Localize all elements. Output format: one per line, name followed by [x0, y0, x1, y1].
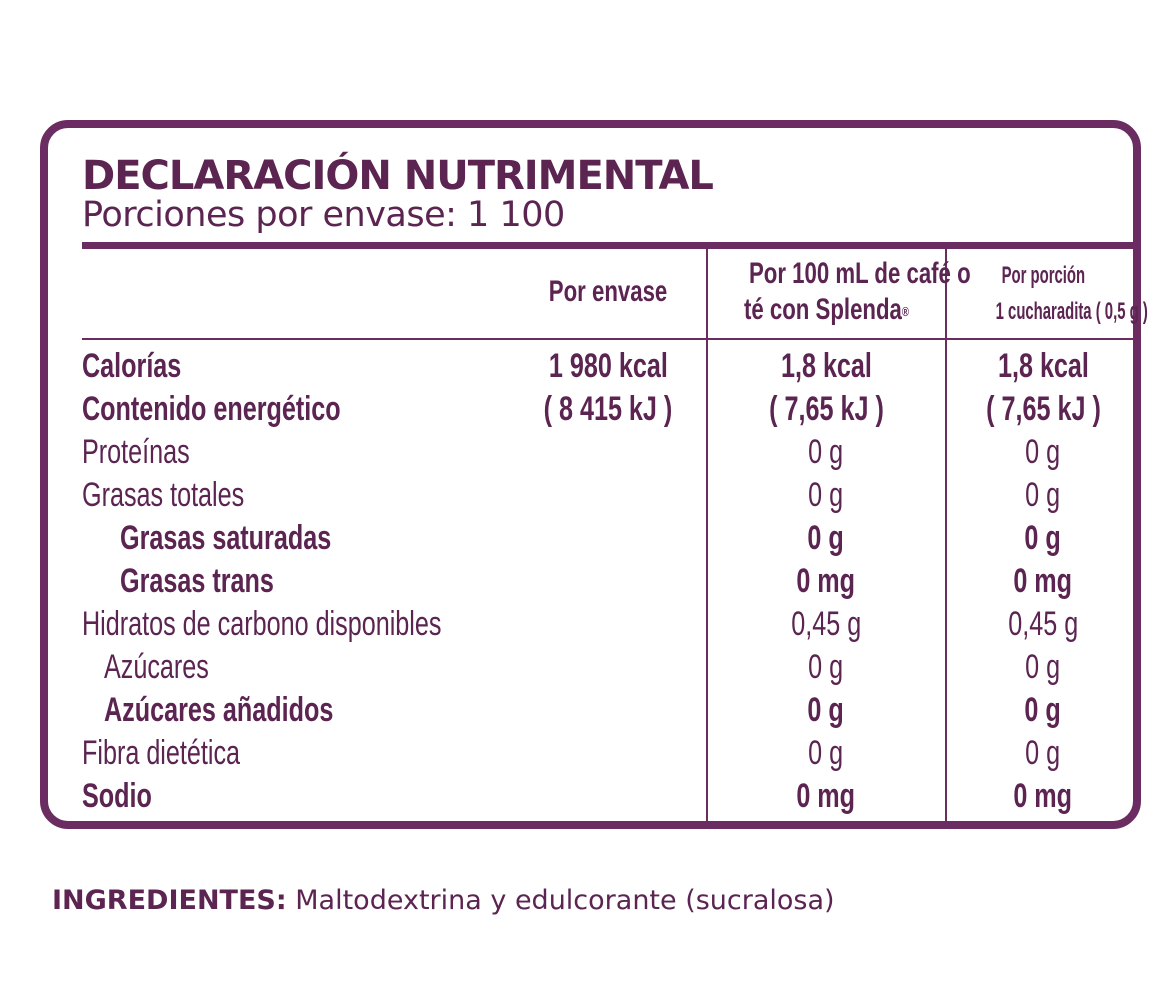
ingredients-label: INGREDIENTES:	[52, 885, 287, 916]
nutrition-title: DECLARACIÓN NUTRIMENTAL	[82, 153, 714, 199]
row-label-energia: Contenido energético	[82, 390, 341, 428]
row-label-grasas-trans: Grasas trans	[120, 562, 274, 600]
value-hidratos-100ml: 0,45 g	[791, 605, 861, 643]
row-label-proteinas: Proteínas	[82, 433, 190, 471]
header-divider	[82, 338, 1140, 340]
header-per-package: Por envase	[548, 275, 668, 308]
value-calorias-100ml: 1,8 kcal	[780, 347, 872, 385]
value-energia-serving: ( 7,65 kJ )	[985, 390, 1101, 428]
value-energia-package: ( 8 415 kJ )	[543, 390, 673, 428]
value-fibra-serving: 0 g	[1025, 734, 1061, 772]
value-grasas-totales-serving: 0 g	[1025, 476, 1061, 514]
header-per-100ml-line1: Por 100 mL de café o	[748, 257, 971, 290]
servings-per-package: Porciones por envase: 1 100	[82, 195, 565, 235]
title-divider	[82, 242, 1140, 249]
value-azucares-anadidos-100ml: 0 g	[807, 691, 845, 729]
value-grasas-trans-serving: 0 mg	[1013, 562, 1073, 600]
value-grasas-totales-100ml: 0 g	[808, 476, 844, 514]
row-label-fibra: Fibra dietética	[82, 734, 241, 772]
header-per-serving-line1: Por porción	[1001, 262, 1085, 289]
row-label-hidratos: Hidratos de carbono disponibles	[82, 605, 442, 643]
value-energia-100ml: ( 7,65 kJ )	[768, 390, 884, 428]
row-label-sodio: Sodio	[82, 777, 152, 815]
row-label-azucares-anadidos: Azúcares añadidos	[104, 691, 334, 729]
row-label-grasas-saturadas: Grasas saturadas	[120, 519, 332, 557]
value-hidratos-serving: 0,45 g	[1008, 605, 1078, 643]
registered-mark: ®	[901, 304, 909, 319]
header-per-serving-line2: 1 cucharadita ( 0,5 g )	[995, 298, 1148, 325]
nutrition-facts-panel: DECLARACIÓN NUTRIMENTAL Porciones por en…	[40, 120, 1148, 829]
column-divider-1	[706, 249, 708, 821]
value-proteinas-100ml: 0 g	[808, 433, 844, 471]
ingredients-text: Maltodextrina y edulcorante (sucralosa)	[295, 885, 835, 916]
value-azucares-100ml: 0 g	[808, 648, 844, 686]
value-calorias-package: 1 980 kcal	[548, 347, 668, 385]
value-grasas-saturadas-100ml: 0 g	[807, 519, 845, 557]
row-label-calorias: Calorías	[82, 347, 182, 385]
ingredients-statement: INGREDIENTES: Maltodextrina y edulcorant…	[52, 884, 835, 918]
value-calorias-serving: 1,8 kcal	[997, 347, 1089, 385]
value-azucares-anadidos-serving: 0 g	[1024, 691, 1062, 729]
value-grasas-trans-100ml: 0 mg	[796, 562, 856, 600]
value-azucares-serving: 0 g	[1025, 648, 1061, 686]
row-label-grasas-totales: Grasas totales	[82, 476, 245, 514]
value-proteinas-serving: 0 g	[1025, 433, 1061, 471]
value-sodio-100ml: 0 mg	[796, 777, 856, 815]
row-label-azucares: Azúcares	[104, 648, 209, 686]
header-per-100ml-line2: té con Splenda®	[743, 293, 909, 326]
value-sodio-serving: 0 mg	[1013, 777, 1073, 815]
column-divider-2	[945, 249, 947, 821]
value-fibra-100ml: 0 g	[808, 734, 844, 772]
value-grasas-saturadas-serving: 0 g	[1024, 519, 1062, 557]
